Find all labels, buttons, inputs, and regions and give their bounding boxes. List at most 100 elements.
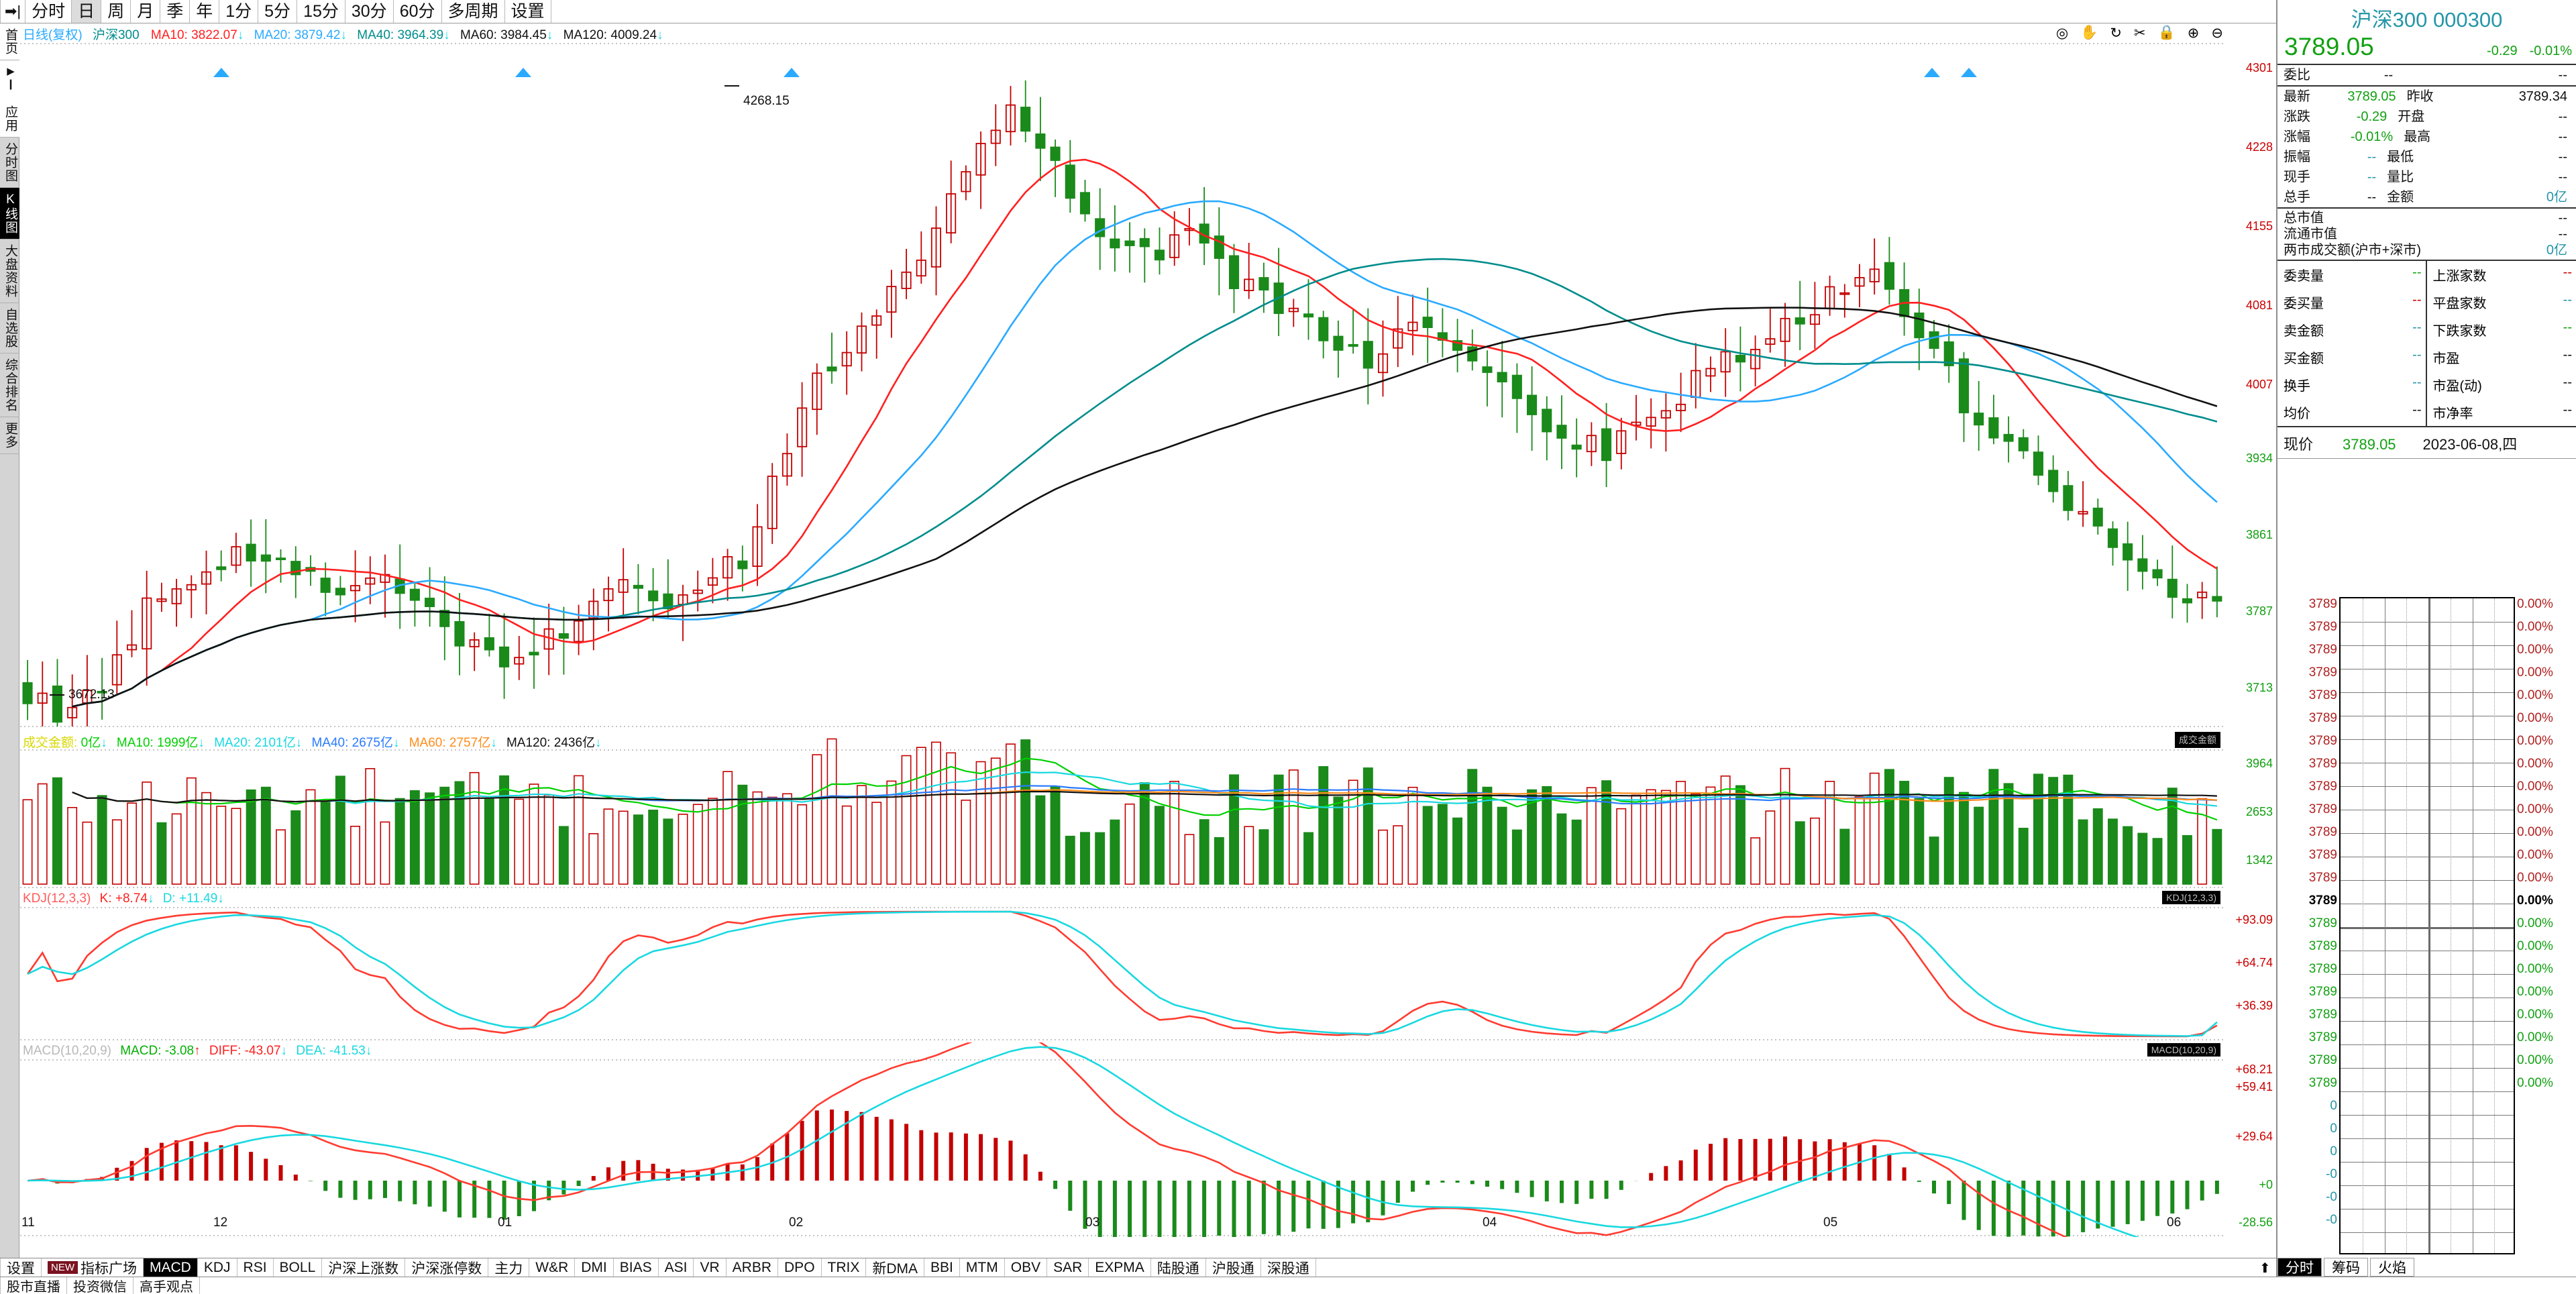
indicator-tab-dmi[interactable]: DMI bbox=[575, 1258, 614, 1277]
volume-badge[interactable]: 成交金额 bbox=[2175, 732, 2220, 748]
period-30min[interactable]: 30分 bbox=[345, 0, 394, 23]
zoom-in-icon[interactable]: ⊕ bbox=[2187, 25, 2200, 41]
period-settings[interactable]: 设置 bbox=[504, 0, 551, 23]
status-wechat-button[interactable]: 投资微信 bbox=[67, 1277, 133, 1294]
sidebar-item-home[interactable]: 首页 bbox=[0, 23, 19, 60]
toolbar-scroll-left-icon[interactable]: ➡| bbox=[0, 0, 26, 23]
kdj-badge[interactable]: KDJ(12,3,3) bbox=[2162, 891, 2220, 904]
quote-volratio-value: -- bbox=[2558, 170, 2567, 184]
scissors-icon[interactable]: ✂ bbox=[2134, 25, 2146, 41]
quote-marketcap-value: -- bbox=[2558, 211, 2567, 225]
indicator-tab-hsup[interactable]: 沪深上涨数 bbox=[322, 1258, 406, 1277]
intraday-mini-chart[interactable]: 3789 0.00% 3789 0.00% 3789 0.00% 3789 0.00% 3789… bbox=[2277, 590, 2576, 1263]
indicator-tab-sar[interactable]: SAR bbox=[1047, 1258, 1089, 1277]
indicator-tab-kdj[interactable]: KDJ bbox=[198, 1258, 237, 1277]
indicator-tab-boll[interactable]: BOLL bbox=[274, 1258, 323, 1277]
intraday-row-price: 3789 bbox=[2308, 710, 2337, 725]
quote-current-date: 2023-06-08,四 bbox=[2422, 436, 2518, 453]
indicator-tab-macd[interactable]: MACD bbox=[144, 1258, 198, 1277]
indicator-tab-hslimitup[interactable]: 沪深涨停数 bbox=[405, 1258, 489, 1277]
indicator-tab-asi[interactable]: ASI bbox=[659, 1258, 694, 1277]
eye-icon[interactable]: ◎ bbox=[2055, 25, 2069, 41]
indicator-tab-shengutong[interactable]: 深股通 bbox=[1261, 1258, 1316, 1277]
price-chart-canvas[interactable] bbox=[20, 23, 2275, 728]
macd-chart-canvas[interactable] bbox=[20, 1042, 2275, 1237]
price-panel[interactable]: 日线(复权) 沪深300 MA10: 3822.07↓ MA20: 3879.4… bbox=[20, 23, 2275, 728]
indicator-tab-expma[interactable]: EXPMA bbox=[1089, 1258, 1151, 1277]
indicator-tab-arbr[interactable]: ARBR bbox=[727, 1258, 779, 1277]
kdj-chart-canvas[interactable] bbox=[20, 890, 2275, 1041]
rtab-huoyan[interactable]: 火焰 bbox=[2370, 1258, 2414, 1277]
rtab-chouma[interactable]: 筹码 bbox=[2324, 1258, 2368, 1277]
status-live-button[interactable]: 股市直播 bbox=[0, 1277, 67, 1294]
period-60min[interactable]: 60分 bbox=[393, 0, 442, 23]
sidebar-item-kline[interactable]: K线图 bbox=[0, 188, 19, 239]
volume-chart-canvas[interactable] bbox=[20, 731, 2275, 889]
period-day[interactable]: 日 bbox=[72, 0, 102, 23]
sidebar-item-apps[interactable]: ▶❙ 应用 bbox=[0, 60, 19, 138]
quote-bothmarket-label: 两市成交额(沪市+深市) bbox=[2284, 243, 2421, 258]
indicator-tab-trix[interactable]: TRIX bbox=[822, 1258, 867, 1277]
intraday-row-pct: 0.00% bbox=[2517, 1075, 2553, 1090]
period-5min[interactable]: 5分 bbox=[258, 0, 298, 23]
quote-sellamount-label: 卖金额 bbox=[2284, 324, 2324, 339]
indicator-tab-bbi[interactable]: BBI bbox=[924, 1258, 960, 1277]
sidebar-item-ranking[interactable]: 综合排名 bbox=[0, 354, 19, 417]
indicator-tab-bias[interactable]: BIAS bbox=[614, 1258, 659, 1277]
indicator-tab-vr[interactable]: VR bbox=[694, 1258, 727, 1277]
quote-row-totalvol: 总手 -- 金额 0亿 bbox=[2277, 187, 2576, 207]
quote-buyvol-label: 委买量 bbox=[2284, 296, 2324, 311]
sidebar-item-watchlist[interactable]: 自选股 bbox=[0, 303, 19, 354]
vol-ytick-2: 1342 bbox=[2245, 853, 2273, 867]
indicator-market-button[interactable]: NEW 指标广场 bbox=[42, 1258, 144, 1277]
indicator-settings-button[interactable]: 设置 bbox=[0, 1258, 42, 1277]
period-week[interactable]: 周 bbox=[101, 0, 131, 23]
indicator-tab-hugutong[interactable]: 沪股通 bbox=[1206, 1258, 1261, 1277]
indicator-tab-bar: 设置 NEW 指标广场 MACD KDJ RSI BOLL 沪深上涨数 沪深涨停… bbox=[0, 1258, 2576, 1277]
intraday-row-pct: 0.00% bbox=[2517, 665, 2553, 680]
intraday-row-price: -0 bbox=[2326, 1167, 2337, 1181]
quote-turnover-label: 换手 bbox=[2284, 379, 2310, 394]
intraday-row-pct: 0.00% bbox=[2517, 779, 2553, 794]
sidebar-item-more[interactable]: 更多 bbox=[0, 417, 19, 454]
kdj-panel[interactable]: KDJ(12,3,3) K: +8.74↓ D: +11.49↓ KDJ(12,… bbox=[20, 890, 2275, 1041]
macd-badge[interactable]: MACD(10,20,9) bbox=[2147, 1043, 2220, 1057]
macd-panel[interactable]: MACD(10,20,9) MACD: -3.08↑ DIFF: -43.07↓… bbox=[20, 1042, 2275, 1237]
period-fenshi[interactable]: 分时 bbox=[25, 0, 72, 23]
intraday-row-pct: 0.00% bbox=[2517, 870, 2553, 885]
undo-icon[interactable]: ↻ bbox=[2110, 25, 2123, 41]
lock-icon[interactable]: 🔒 bbox=[2157, 25, 2176, 40]
period-1min[interactable]: 1分 bbox=[219, 0, 259, 23]
quote-current-row: 现价 3789.05 2023-06-08,四 bbox=[2277, 427, 2576, 458]
hand-icon[interactable]: ✋ bbox=[2080, 25, 2098, 40]
intraday-row: 0 bbox=[2277, 1096, 2576, 1116]
indicator-tab-mtm[interactable]: MTM bbox=[960, 1258, 1005, 1277]
indicator-tab-dpo[interactable]: DPO bbox=[778, 1258, 822, 1277]
period-year[interactable]: 年 bbox=[190, 0, 220, 23]
quote-pe-dynamic: 市盈(动) -- bbox=[2427, 371, 2576, 398]
zoom-out-icon[interactable]: ⊖ bbox=[2211, 25, 2223, 41]
indicator-tab-rsi[interactable]: RSI bbox=[237, 1258, 274, 1277]
period-multi[interactable]: 多周期 bbox=[441, 0, 505, 23]
chart-tool-icons: ◎ ✋ ↻ ✂ 🔒 ⊕ ⊖ bbox=[2056, 25, 2223, 42]
indicator-tab-newdma[interactable]: 新DMA bbox=[866, 1258, 925, 1277]
quote-advancers: 上涨家数 -- bbox=[2427, 261, 2576, 288]
indicator-tab-obv[interactable]: OBV bbox=[1005, 1258, 1048, 1277]
status-experts-button[interactable]: 高手观点 bbox=[133, 1277, 200, 1294]
quote-turnover-value: -- bbox=[2412, 375, 2422, 390]
quote-sellvol: 委卖量 -- bbox=[2277, 261, 2427, 288]
indicator-tab-lugutong[interactable]: 陆股通 bbox=[1151, 1258, 1206, 1277]
rtab-fenshi[interactable]: 分时 bbox=[2277, 1258, 2322, 1277]
indicator-tab-wr[interactable]: W&R bbox=[529, 1258, 576, 1277]
left-sidebar: 首页 ▶❙ 应用 分时图 K线图 大盘资料 自选股 综合排名 更多 bbox=[0, 23, 19, 1258]
volume-panel[interactable]: 成交金额: 0亿↓ MA10: 1999亿↓ MA20: 2101亿↓ MA40… bbox=[20, 731, 2275, 889]
quote-floatcap-value: -- bbox=[2558, 227, 2567, 241]
period-month[interactable]: 月 bbox=[131, 0, 161, 23]
period-15min[interactable]: 15分 bbox=[297, 0, 345, 23]
period-quarter[interactable]: 季 bbox=[160, 0, 191, 23]
quote-high-label: 最高 bbox=[2404, 129, 2431, 144]
sidebar-item-intraday[interactable]: 分时图 bbox=[0, 138, 19, 188]
sidebar-item-market-data[interactable]: 大盘资料 bbox=[0, 239, 19, 303]
indicator-tab-zhuli[interactable]: 主力 bbox=[488, 1258, 530, 1277]
collapse-panel-icon[interactable]: ⬆ bbox=[2259, 1261, 2271, 1276]
